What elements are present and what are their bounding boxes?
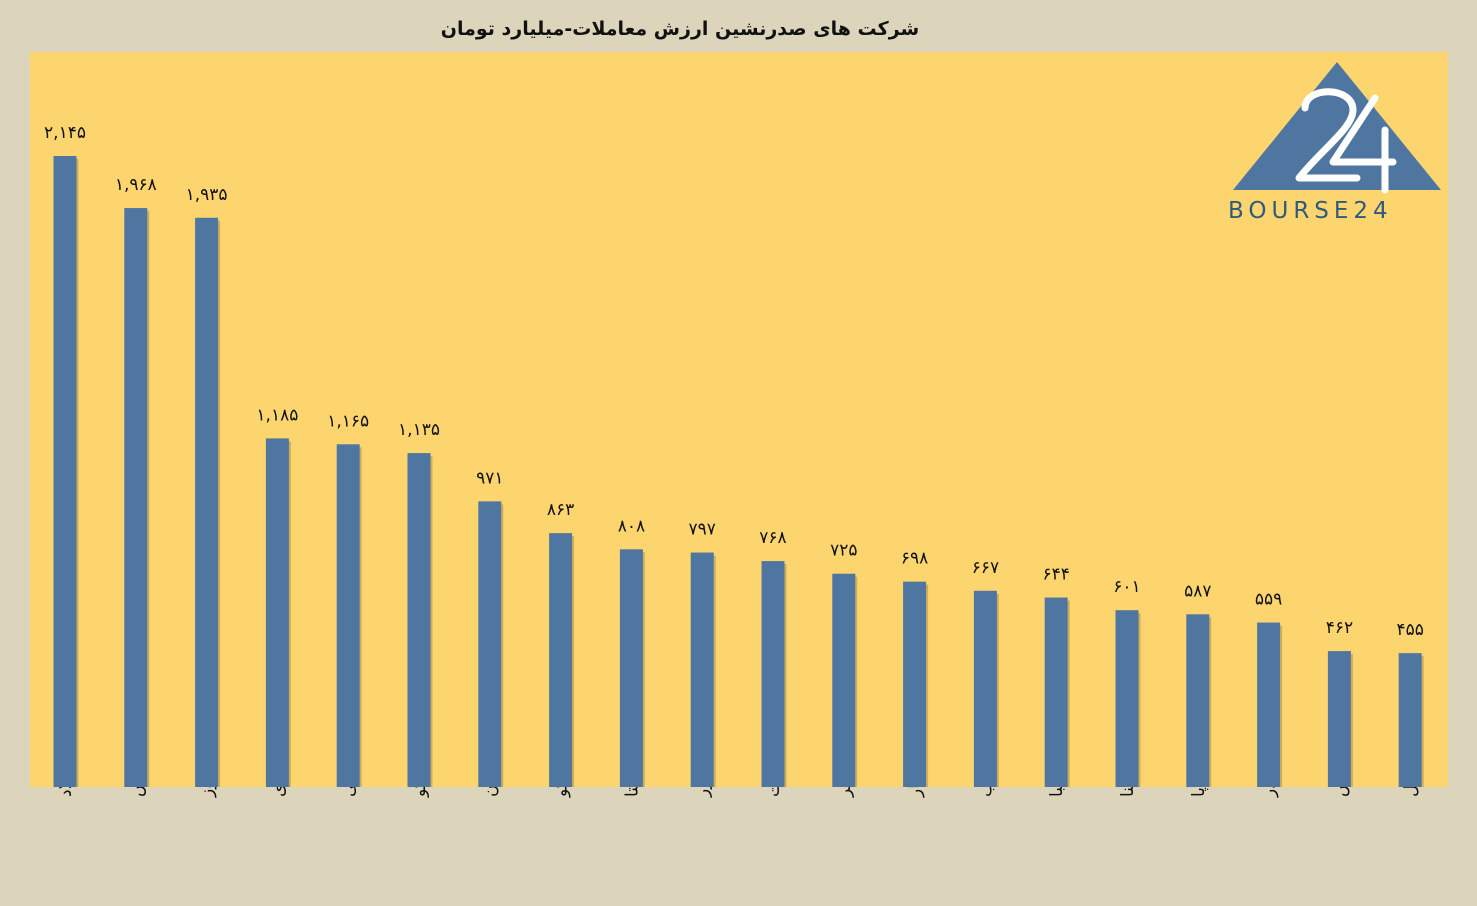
x-tick-label-10: فزر bbox=[693, 787, 713, 798]
x-tick-label-4: نوری bbox=[268, 787, 288, 797]
bar-shadow-10 bbox=[713, 555, 716, 787]
bar-9 bbox=[619, 549, 643, 787]
bar-shadow-13 bbox=[926, 584, 929, 787]
bar-shadow-20 bbox=[1421, 656, 1424, 787]
bar-1 bbox=[53, 156, 77, 787]
data-label-9: ۸۰۸ bbox=[618, 516, 645, 536]
bar-17 bbox=[1186, 614, 1210, 787]
bar-11 bbox=[761, 561, 785, 787]
bar-shadow-15 bbox=[1067, 600, 1070, 787]
bar-2 bbox=[124, 208, 148, 787]
bar-4 bbox=[265, 438, 289, 787]
plot-area: ۲,۱۴۵ ۱,۹۶۸ ۱,۹۳۵ ۱,۱۸۵ ۱,۱۶۵ ۱,۱۳۵ ۹۷۱ ۸۶۳ ۸۰۸ ۷… bbox=[30, 52, 1448, 787]
bar-shadow-1 bbox=[76, 159, 79, 787]
x-tick-label-17: وساپا bbox=[1189, 787, 1209, 797]
bar-15 bbox=[1044, 597, 1068, 787]
data-label-8: ۸۶۳ bbox=[547, 500, 574, 520]
x-tick-label-1: فولاد bbox=[56, 787, 76, 797]
data-label-13: ۶۹۸ bbox=[901, 549, 928, 569]
bar-8 bbox=[549, 533, 573, 787]
bar-shadow-18 bbox=[1280, 625, 1283, 787]
data-label-17: ۵۸۷ bbox=[1184, 581, 1211, 601]
bar-14 bbox=[973, 590, 997, 787]
x-axis-labels: فولاد شپدیس فخوز نوری فملی تاصیکو تابان تاپیکو ش… bbox=[56, 787, 1421, 798]
x-tick-label-3: فخوز bbox=[198, 787, 218, 798]
x-tick-label-2: شپدیس bbox=[127, 787, 147, 797]
data-label-18: ۵۵۹ bbox=[1255, 590, 1282, 610]
bourse24-logo-icon bbox=[1233, 62, 1441, 194]
bar-18 bbox=[1257, 622, 1281, 787]
logo-wordmark: BOURSE24 bbox=[1228, 198, 1393, 224]
bar-5 bbox=[336, 444, 360, 787]
x-tick-label-9: شستا bbox=[622, 787, 642, 797]
x-tick-label-16: شپنا bbox=[1118, 787, 1138, 797]
data-label-10: ۷۹۷ bbox=[688, 520, 715, 540]
data-label-20: ۴۵۵ bbox=[1396, 620, 1423, 640]
bar-10 bbox=[690, 552, 714, 787]
data-label-2: ۱,۹۶۸ bbox=[115, 175, 157, 195]
bar-shadow-2 bbox=[147, 211, 150, 787]
data-label-4: ۱,۱۸۵ bbox=[256, 405, 298, 425]
data-label-5: ۱,۱۶۵ bbox=[327, 411, 369, 431]
bar-20 bbox=[1398, 653, 1422, 787]
bar-shadow-6 bbox=[430, 456, 433, 787]
x-tick-label-20: منجیل bbox=[1401, 787, 1421, 797]
x-tick-label-18: شبندر bbox=[1260, 787, 1280, 798]
bar-shadow-9 bbox=[642, 552, 645, 787]
x-tick-label-8: تاپیکو bbox=[552, 787, 572, 798]
x-tick-label-15: صبا bbox=[1047, 787, 1067, 797]
bar-chart: ۲,۱۴۵ ۱,۹۶۸ ۱,۹۳۵ ۱,۱۸۵ ۱,۱۶۵ ۱,۱۳۵ ۹۷۱ ۸۶۳ ۸۰۸ ۷… bbox=[44, 123, 1424, 787]
bar-shadow-12 bbox=[855, 576, 858, 787]
x-tick-label-14: ذوب bbox=[976, 787, 996, 797]
data-label-11: ۷۶۸ bbox=[759, 528, 786, 548]
x-tick-label-13: وپاسار bbox=[906, 787, 926, 798]
bar-shadow-17 bbox=[1209, 617, 1212, 787]
data-label-14: ۶۶۷ bbox=[972, 558, 999, 578]
x-tick-label-5: فملی bbox=[339, 787, 359, 797]
bar-shadow-8 bbox=[572, 536, 575, 787]
bar-shadow-19 bbox=[1350, 654, 1353, 787]
x-tick-label-12: وکغدیر bbox=[835, 787, 855, 798]
data-label-1: ۲,۱۴۵ bbox=[44, 123, 86, 143]
bar-13 bbox=[903, 581, 927, 787]
data-label-6: ۱,۱۳۵ bbox=[398, 420, 440, 440]
x-tick-label-19: وپارس bbox=[1330, 787, 1350, 797]
data-label-19: ۴۶۲ bbox=[1326, 618, 1353, 638]
data-label-3: ۱,۹۳۵ bbox=[186, 185, 228, 205]
x-tick-label-7: تابان bbox=[481, 787, 501, 797]
bar-12 bbox=[832, 573, 856, 787]
chart-title: شرکت های صدرنشین ارزش معاملات-میلیارد تو… bbox=[440, 18, 920, 40]
x-tick-label-11: وبملت bbox=[764, 787, 784, 797]
bar-19 bbox=[1327, 651, 1351, 787]
bar-shadow-5 bbox=[359, 447, 362, 787]
bar-shadow-7 bbox=[501, 504, 504, 787]
bar-3 bbox=[195, 217, 219, 787]
data-label-12: ۷۲۵ bbox=[830, 541, 857, 561]
x-tick-label-6: تاصیکو bbox=[410, 787, 430, 798]
bar-16 bbox=[1115, 610, 1139, 787]
bar-6 bbox=[407, 453, 431, 787]
bar-shadow-11 bbox=[784, 564, 787, 787]
data-label-7: ۹۷۱ bbox=[476, 468, 503, 488]
data-label-15: ۶۴۴ bbox=[1042, 565, 1069, 585]
bar-shadow-16 bbox=[1138, 613, 1141, 787]
data-label-16: ۶۰۱ bbox=[1113, 577, 1140, 597]
bar-7 bbox=[478, 501, 502, 787]
bar-shadow-3 bbox=[218, 220, 221, 787]
bar-shadow-14 bbox=[996, 593, 999, 787]
bar-shadow-4 bbox=[288, 441, 291, 787]
